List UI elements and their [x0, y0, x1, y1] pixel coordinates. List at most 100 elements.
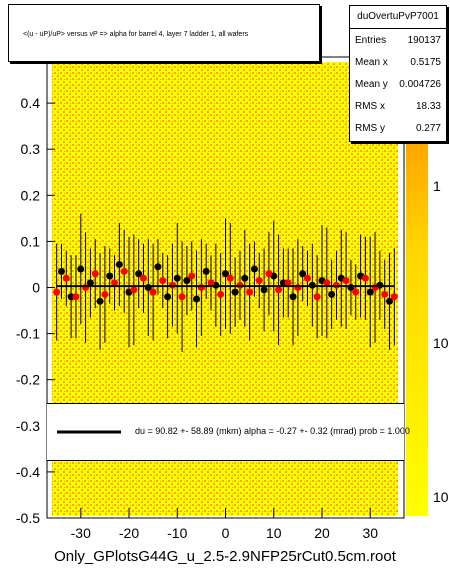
z-tick-label: 1	[433, 178, 441, 194]
footer-filename: Only_GPlotsG44G_u_2.5-2.9NFP25rCut0.5cm.…	[54, 548, 396, 565]
y-tick-label: -0.2	[16, 372, 40, 388]
data-point	[323, 279, 331, 287]
data-point	[72, 293, 80, 301]
data-point	[193, 295, 201, 303]
stats-label: Entries	[355, 35, 387, 46]
data-point	[164, 293, 172, 301]
data-point	[139, 274, 147, 282]
data-point	[91, 270, 99, 278]
stats-row-rmsx: RMS x 18.33	[350, 96, 446, 118]
data-point	[260, 286, 268, 294]
chart-title: <(u - uP)/uP> versus vP => alpha for bar…	[23, 31, 249, 38]
data-point	[101, 290, 109, 298]
data-point	[222, 270, 229, 278]
data-point	[77, 265, 85, 273]
data-point	[390, 293, 398, 301]
data-point	[386, 297, 394, 305]
data-point	[294, 284, 302, 291]
data-point	[381, 290, 389, 298]
y-tick-label: 0.3	[21, 141, 41, 157]
stats-box: duOvertuPvP7001 Entries 190137 Mean x 0.…	[349, 5, 447, 142]
data-point	[135, 270, 143, 278]
data-point	[265, 270, 273, 278]
y-tick-label: 0.4	[21, 95, 41, 111]
data-point	[183, 277, 191, 285]
x-tick-label: 0	[222, 525, 230, 541]
data-point	[289, 293, 297, 301]
y-tick-label: -0.4	[16, 464, 40, 480]
data-point	[226, 274, 234, 282]
data-point	[246, 288, 254, 296]
stats-value: 0.277	[415, 123, 441, 134]
y-tick-label: -0.3	[16, 418, 40, 434]
stats-label: RMS y	[355, 123, 385, 134]
stats-row-entries: Entries 190137	[350, 30, 446, 52]
fit-legend: du = 90.82 +- 58.89 (mkm) alpha = -0.27 …	[47, 403, 410, 461]
stats-label: Mean x	[355, 57, 388, 68]
data-point	[231, 288, 239, 296]
data-point	[111, 279, 119, 287]
y-tick-label: -0.1	[16, 326, 40, 342]
stats-label: RMS x	[355, 101, 385, 112]
axes-group: -0.5-0.4-0.3-0.2-0.100.10.20.30.40.5-30-…	[16, 49, 449, 541]
fit-legend-text: du = 90.82 +- 58.89 (mkm) alpha = -0.27 …	[135, 426, 410, 436]
data-point	[366, 288, 374, 296]
y-tick-label: -0.5	[16, 510, 40, 526]
data-point	[361, 274, 369, 282]
title-box: <(u - uP)/uP> versus vP => alpha for bar…	[8, 4, 320, 62]
stats-label: Mean y	[355, 79, 388, 90]
data-point	[284, 279, 292, 287]
x-tick-label: -30	[71, 525, 91, 541]
data-point	[275, 286, 283, 294]
data-point	[352, 288, 360, 296]
data-point	[255, 277, 263, 285]
data-point	[371, 284, 379, 291]
data-point	[217, 290, 225, 298]
z-tick-label: 10	[433, 335, 449, 351]
data-point	[207, 279, 215, 287]
legend-line-swatch	[57, 430, 121, 434]
data-point	[62, 274, 70, 282]
data-point	[130, 286, 138, 294]
palette-bar	[406, 140, 428, 516]
data-point	[328, 290, 336, 298]
data-point	[106, 272, 114, 280]
data-point	[159, 277, 167, 285]
data-point	[279, 279, 287, 287]
data-point	[82, 284, 90, 291]
data-point	[188, 272, 196, 280]
stats-name: duOvertuPvP7001	[350, 6, 446, 29]
stats-value: 0.004726	[399, 79, 441, 90]
data-point	[53, 288, 61, 296]
data-point	[299, 270, 307, 278]
x-tick-label: 20	[314, 525, 330, 541]
x-tick-label: 10	[266, 525, 282, 541]
stats-value: 0.5175	[410, 57, 441, 68]
z-tick-label: 10	[433, 489, 449, 505]
stats-value: 18.33	[415, 101, 441, 112]
data-point	[250, 265, 258, 273]
stats-value: 190137	[407, 35, 441, 46]
y-tick-label: 0	[32, 280, 40, 296]
data-marks	[53, 213, 398, 353]
stats-row-rmsy: RMS y 0.277	[350, 118, 446, 140]
data-point	[96, 297, 104, 305]
data-point	[115, 260, 123, 268]
data-point	[202, 267, 210, 275]
stats-row-meanx: Mean x 0.5175	[350, 52, 446, 74]
data-point	[342, 277, 350, 285]
stats-row-meany: Mean y 0.004726	[350, 74, 446, 96]
data-point	[241, 274, 249, 282]
x-tick-label: 30	[362, 525, 378, 541]
data-point	[154, 263, 162, 271]
data-point	[86, 279, 94, 287]
data-point	[149, 288, 157, 296]
data-point	[120, 267, 128, 275]
data-point	[173, 274, 181, 282]
x-tick-label: -20	[119, 525, 139, 541]
data-point	[178, 293, 186, 301]
y-tick-label: 0.1	[21, 233, 41, 249]
y-tick-label: 0.2	[21, 187, 41, 203]
data-point	[197, 284, 205, 291]
data-point	[57, 267, 65, 275]
